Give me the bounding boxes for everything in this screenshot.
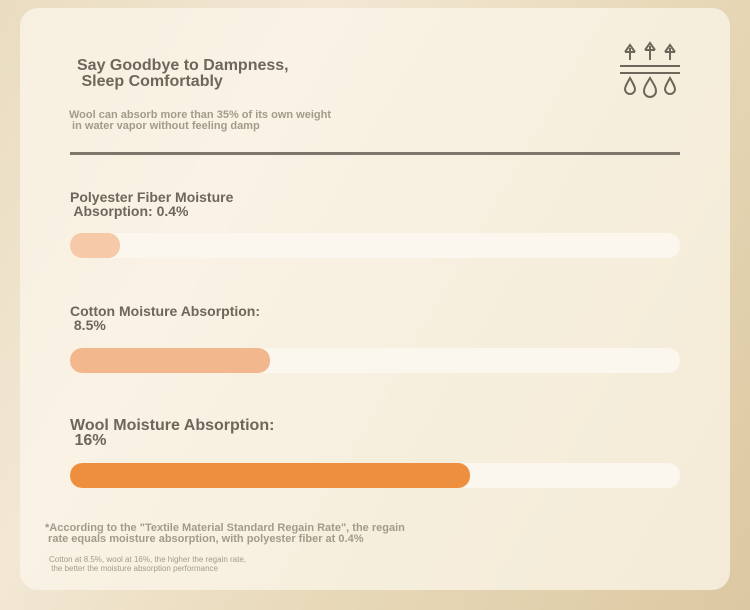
small-note-line: Cotton at 8.5%, wool at 16%, the higher … — [49, 555, 247, 564]
item-label: Wool Moisture Absorption: 16% — [70, 417, 275, 449]
item-label: Cotton Moisture Absorption: 8.5% — [70, 304, 260, 332]
subtitle: Wool can absorb more than 35% of its own… — [69, 110, 331, 132]
item-label: Polyester Fiber Moisture Absorption: 0.4… — [70, 190, 233, 218]
label-line: 16% — [70, 432, 107, 449]
bar-fill — [70, 348, 270, 373]
bar-fill — [70, 233, 120, 258]
label-line: Polyester Fiber Moisture — [70, 189, 234, 205]
card — [20, 8, 730, 590]
label-line: Wool Moisture Absorption: — [70, 417, 275, 434]
label-line: Cotton Moisture Absorption: — [70, 303, 261, 319]
label-line: Absorption: 0.4% — [70, 203, 189, 219]
bar-track — [70, 348, 680, 373]
small-note-line: the better the moisture absorption perfo… — [49, 564, 218, 573]
title-line: Say Goodbye to Dampness, — [77, 57, 289, 74]
title: Say Goodbye to Dampness, Sleep Comfortab… — [77, 58, 289, 90]
footnote: *According to the "Textile Material Stan… — [45, 523, 405, 545]
small-note: Cotton at 8.5%, wool at 16%, the higher … — [49, 555, 246, 573]
bar-track — [70, 463, 680, 488]
subtitle-line: Wool can absorb more than 35% of its own… — [69, 109, 331, 121]
footnote-line: *According to the "Textile Material Stan… — [45, 522, 405, 534]
bar-fill — [70, 463, 470, 488]
bar-track — [70, 233, 680, 258]
subtitle-line: in water vapor without feeling damp — [69, 120, 260, 132]
label-line: 8.5% — [70, 317, 106, 333]
footnote-line: rate equals moisture absorption, with po… — [45, 533, 364, 545]
moisture-icon — [620, 41, 680, 98]
divider — [70, 152, 680, 155]
title-line: Sleep Comfortably — [77, 73, 223, 90]
